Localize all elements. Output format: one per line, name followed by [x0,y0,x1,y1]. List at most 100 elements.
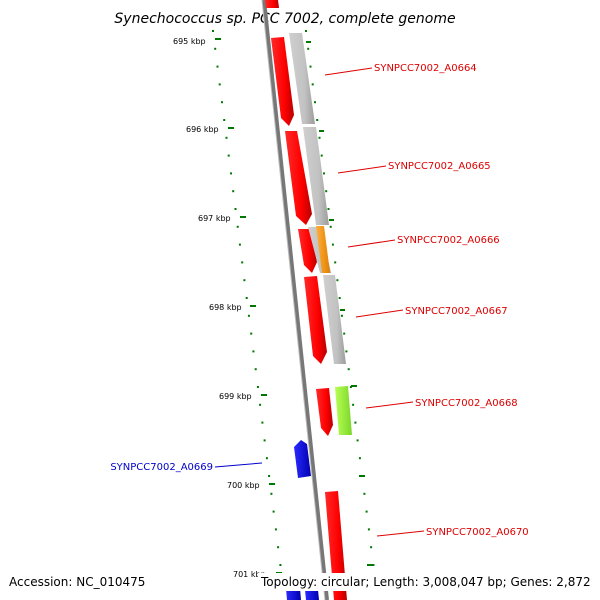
cog-bar [303,127,329,225]
ruler-dot [230,172,232,175]
tick-label-699: 699 kbp [219,392,252,401]
gene-arrow[interactable] [271,37,294,126]
ruler-dot [343,332,346,335]
ruler-dot [250,332,253,335]
ruler-dot [370,546,373,549]
gene-arrow[interactable] [285,131,312,225]
ruler-dot [256,386,259,388]
gene-A0667[interactable] [304,275,346,364]
gene-arrow-partial-top[interactable] [265,0,279,8]
ruler-dot [323,172,325,175]
ruler-dot [327,208,330,210]
footer-bg-topology [258,573,595,591]
gene-label-A0670[interactable]: SYNPCC7002_A0670 [426,527,529,538]
gene-arrow-partial-bottom-2[interactable] [305,590,319,600]
ruler-dot [223,119,226,121]
genome-backbone [262,0,329,600]
ruler-dot [232,190,235,193]
gene-arrow[interactable] [304,276,327,364]
ruler-dot [252,350,255,353]
gene-A0668[interactable] [316,386,352,436]
ruler-dot [320,154,323,157]
ruler-dot [334,261,337,264]
ruler-dot [243,279,246,282]
ruler-dot [272,510,275,513]
ruler-dot [311,83,314,86]
ruler-dot [212,30,214,32]
map-title: Synechococcus sp. PCC 7002, complete gen… [114,11,455,27]
ruler-dot [245,297,248,299]
outer-ruler-ticks [306,41,373,566]
ruler-dot [309,65,312,68]
accession-text: Accession: NC_010475 [9,575,145,589]
ruler-dot [345,350,348,353]
gene-labels: SYNPCC7002_A0664 SYNPCC7002_A0665 SYNPCC… [110,63,528,538]
ruler-dot [354,421,357,424]
cog-bar [335,386,352,435]
ruler-dot [314,101,316,104]
ruler-dot [352,403,355,406]
ruler-dot [331,243,334,246]
ruler-ticks: 695 kbp 696 kbp 697 kbp 698 kbp 699 kbp … [173,37,282,579]
gene-arrow[interactable] [316,388,333,436]
footer-bg-accession [6,573,146,591]
ruler-dot [316,119,319,121]
ruler-dot [254,368,257,371]
ruler-dot [218,83,221,86]
ruler-dot [318,136,321,139]
gene-label-A0666[interactable]: SYNPCC7002_A0666 [397,235,500,246]
ruler-dot [338,297,341,299]
ruler-dot [307,47,310,50]
tick-label-697: 697 kbp [198,214,231,223]
tick-label-696: 696 kbp [186,125,219,134]
gene-label-A0665[interactable]: SYNPCC7002_A0665 [388,161,491,172]
ruler-dot [221,101,223,104]
ruler-dot [247,314,250,317]
ruler-dot [236,225,239,228]
gene-A0669[interactable] [294,440,311,478]
ruler-dot [329,225,332,228]
ruler-dot [349,386,352,388]
gene-label-A0667[interactable]: SYNPCC7002_A0667 [405,306,508,317]
cog-bar [289,33,315,124]
gene-label-A0668[interactable]: SYNPCC7002_A0668 [415,398,518,409]
ruler-dot [363,492,366,495]
gene-label-A0664[interactable]: SYNPCC7002_A0664 [374,63,477,74]
ruler-dot [261,421,264,424]
ruler-dot [241,261,244,264]
callout-lines [214,67,425,537]
gene-A0666[interactable] [298,226,331,273]
ruler-dot [356,439,359,442]
gene-A0664[interactable] [271,33,315,126]
ruler-dot [325,190,328,193]
cog-bar-orange [316,226,330,273]
ruler-dot [277,546,280,549]
ruler-dot [270,492,273,495]
ruler-dot [336,279,339,282]
gene-arrow[interactable] [294,440,311,478]
cog-bar [323,275,346,364]
ruler-dot [214,47,217,50]
tick-label-700: 700 kbp [227,481,260,490]
genome-backbone-highlight [261,0,326,600]
ruler-dot [268,475,271,477]
ruler-dot [305,30,307,32]
topology-text: Topology: circular; Length: 3,008,047 bp… [260,575,591,589]
ruler-dot [227,154,230,157]
ruler-dot [259,403,262,406]
ruler-dot [225,136,228,139]
ruler-dot [263,439,266,442]
ruler-dot [358,457,361,460]
gene-label-A0669[interactable]: SYNPCC7002_A0669 [110,462,213,473]
ruler-dot [347,368,350,371]
ruler-dot [340,314,343,317]
ruler-dot [279,564,282,566]
ruler-dot [365,510,368,513]
tick-label-701: 701 kbp [233,570,266,579]
ruler-dot [238,243,241,246]
tick-label-695: 695 kbp [173,37,206,46]
ruler-dot [216,65,219,68]
gene-arrow[interactable] [325,491,347,600]
gene-A0670[interactable] [325,491,347,600]
gene-A0665[interactable] [285,127,329,225]
